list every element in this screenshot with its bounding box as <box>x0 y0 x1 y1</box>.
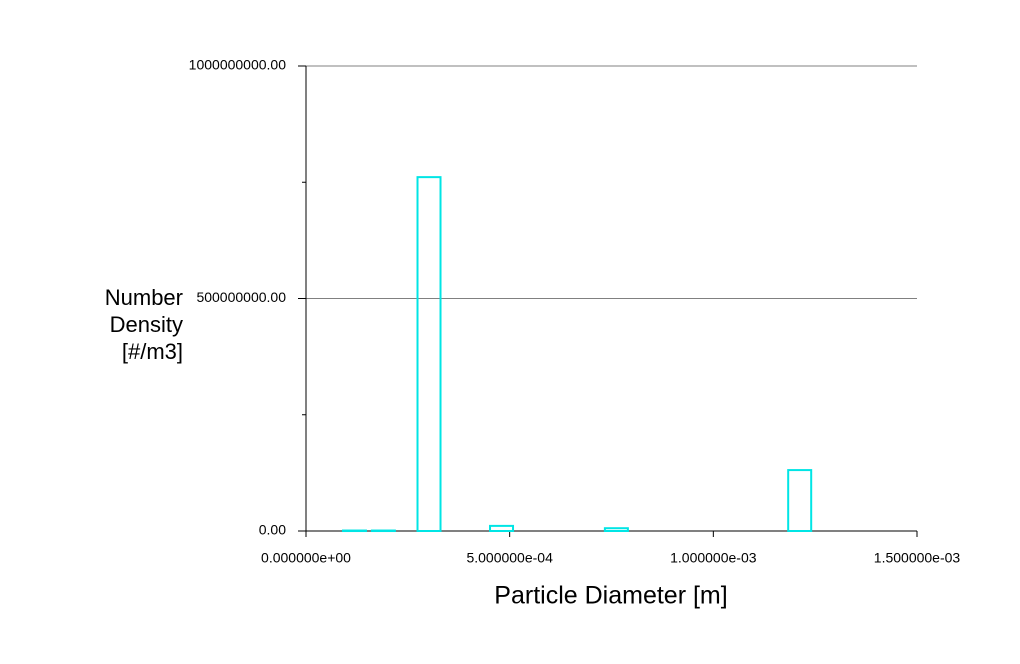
bar <box>341 529 367 533</box>
bar <box>370 529 396 533</box>
bar <box>787 469 813 532</box>
bar <box>603 527 629 533</box>
bar <box>489 524 515 533</box>
y-tick-label: 1000000000.00 <box>189 57 287 73</box>
x-axis-label: Particle Diameter [m] <box>494 582 727 610</box>
y-tick-label: 0.00 <box>259 522 286 538</box>
y-tick-label: 500000000.00 <box>196 289 286 305</box>
x-tick-label: 5.000000e-04 <box>466 550 553 566</box>
x-tick-label: 1.000000e-03 <box>670 550 757 566</box>
y-axis-label: Number Density [#/m3] <box>104 285 183 364</box>
x-tick-label: 0.000000e+00 <box>261 550 351 566</box>
bar <box>416 176 442 532</box>
x-tick-label: 1.500000e-03 <box>874 550 961 566</box>
